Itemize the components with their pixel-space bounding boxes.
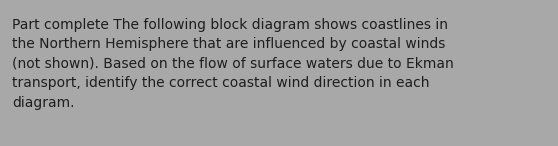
Text: Part complete The following block diagram shows coastlines in
the Northern Hemis: Part complete The following block diagra… <box>12 18 454 110</box>
